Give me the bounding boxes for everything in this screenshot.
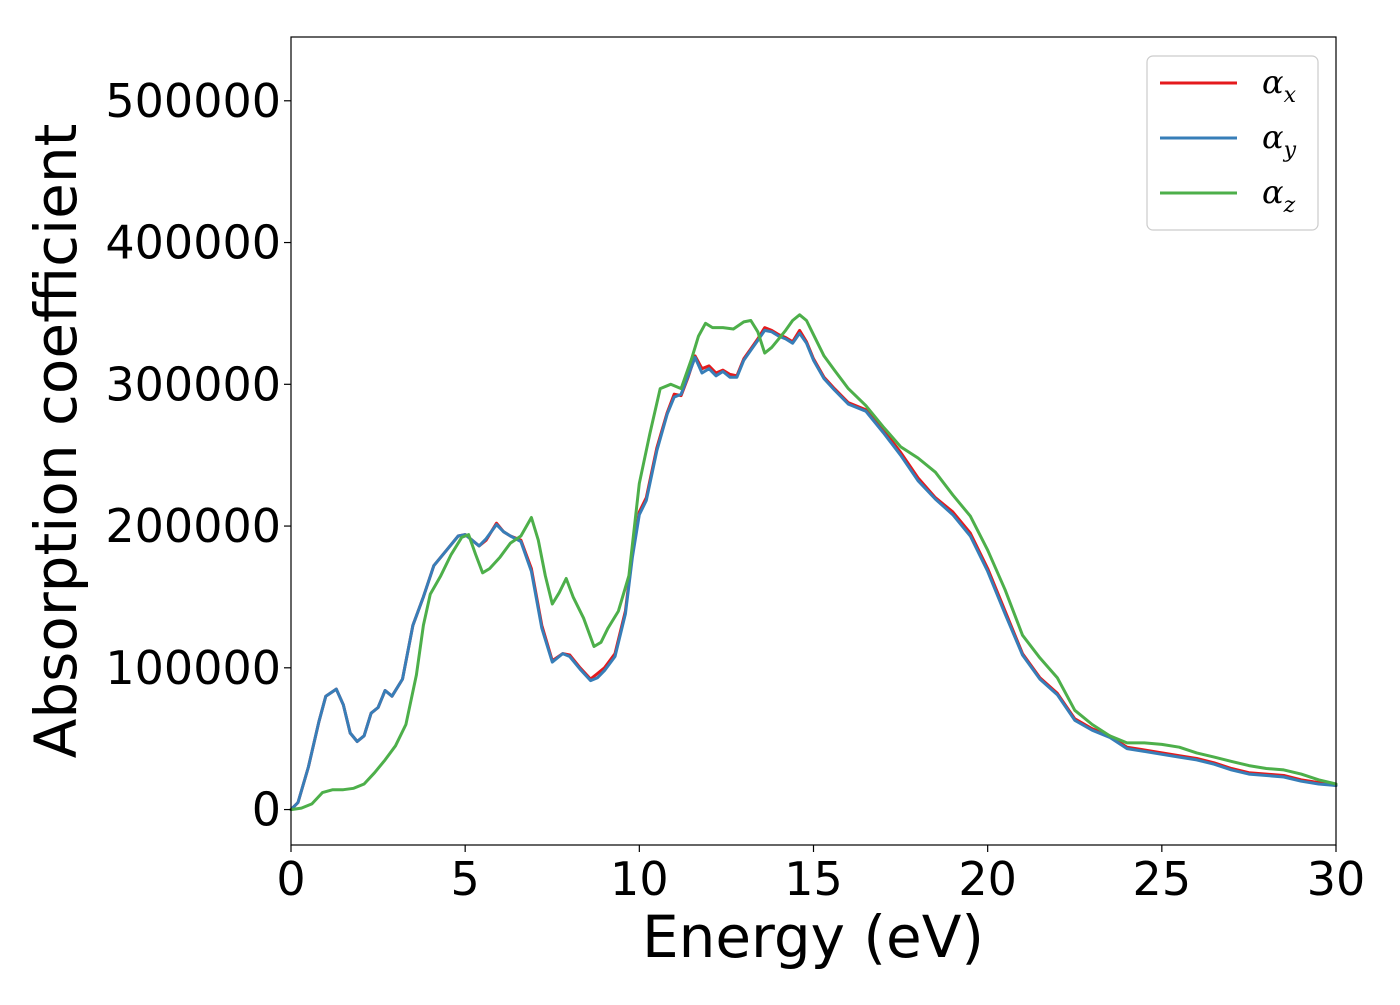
x-axis-label: Energy (eV) — [642, 903, 984, 971]
x-tick-label: 15 — [784, 852, 843, 906]
x-axis: 0 5 10 15 20 25 30 — [276, 845, 1365, 906]
y-tick-label: 100000 — [105, 641, 281, 695]
x-tick-label: 25 — [1133, 852, 1192, 906]
series-line-z — [289, 313, 1338, 812]
y-axis: 0 100000 200000 300000 400000 500000 — [105, 74, 291, 837]
series-line-y — [289, 328, 1338, 812]
legend-label-z: αz — [1262, 173, 1296, 218]
x-tick-label: 5 — [451, 852, 480, 906]
y-tick-label: 400000 — [105, 216, 281, 270]
x-tick-label: 10 — [610, 852, 669, 906]
x-tick-label: 30 — [1307, 852, 1366, 906]
x-tick-label: 0 — [276, 852, 305, 906]
y-axis-label: Absorption coefficient — [22, 124, 90, 759]
x-tick-label: 20 — [958, 852, 1017, 906]
y-tick-label: 0 — [252, 783, 281, 837]
series-layer — [289, 313, 1338, 812]
y-tick-label: 500000 — [105, 74, 281, 128]
y-tick-label: 300000 — [105, 357, 281, 411]
series-line-x — [289, 326, 1338, 812]
y-tick-label: 200000 — [105, 499, 281, 553]
legend-box — [1146, 55, 1319, 231]
